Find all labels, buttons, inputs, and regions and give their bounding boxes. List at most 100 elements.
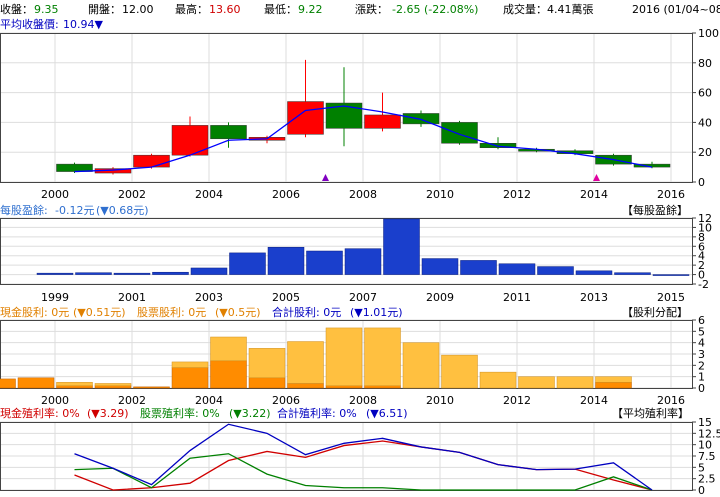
stock-dividend-bar [364, 327, 401, 386]
cash-dividend-avg: (▼0.51元) [73, 306, 126, 319]
cash-dividend-bar [94, 385, 132, 389]
header-close-label: 收盤： [0, 2, 33, 16]
header-open-label: 開盤： [88, 3, 121, 16]
candle-body [402, 113, 440, 125]
total-yield-line [74, 423, 653, 491]
yield-ytick-label: 7.5 [698, 450, 716, 463]
price-ytick-label: 100 [698, 27, 719, 40]
price-xtick-label: 2004 [195, 188, 223, 201]
stock-dividend-label: 股票股利: 0元 [137, 306, 206, 319]
cash-yield-label: 現金殖利率: 0% [0, 406, 80, 420]
eps-xtick-label: 1999 [41, 291, 69, 304]
stock-yield-label: 股票殖利率: 0% [140, 406, 220, 420]
stock-dividend-avg: (▼0.5元) [215, 306, 261, 319]
price-ytick-label: 0 [698, 176, 705, 189]
stock-dividend-bar [210, 336, 247, 362]
cash-dividend-bar [133, 386, 170, 389]
header-close-value: 9.35 [34, 3, 59, 16]
header-volume-value: 4.41萬張 [547, 3, 594, 16]
eps-bar [267, 246, 305, 275]
candle-body [210, 125, 247, 140]
stock-dividend-bar [595, 376, 632, 383]
cash-dividend-bar [325, 385, 363, 389]
candle-body [364, 114, 401, 129]
avg-close-value: 10.94▼ [63, 18, 103, 31]
candle-body [133, 154, 170, 168]
cash-dividend-bar [0, 378, 16, 389]
eps-bar [537, 266, 574, 275]
eps-bar [229, 252, 266, 275]
price-xtick-label: 2012 [503, 188, 531, 201]
cash-dividend-bar [210, 360, 247, 389]
dividend-ytick-label: 1 [698, 371, 705, 384]
stock-dividend-bar [248, 348, 286, 379]
price-xtick-label: 2014 [580, 188, 608, 201]
header-open-value: 12.00 [122, 3, 154, 16]
candle-body [287, 101, 324, 135]
avg-close-label: 平均收盤價: [0, 17, 59, 31]
header-volume-label: 成交量： [503, 2, 547, 16]
yield-ytick-label: 5 [698, 461, 705, 474]
eps-ytick-label: 10 [698, 221, 712, 234]
eps-bar [498, 263, 536, 275]
eps-tag: 【每股盈餘】 [622, 203, 688, 217]
header-high-value: 13.60 [209, 3, 241, 16]
eps-bar [75, 272, 112, 275]
dividend-xtick-label: 2012 [503, 394, 531, 407]
price-ytick-label: 40 [698, 116, 712, 129]
dividend-xtick-label: 2010 [426, 394, 454, 407]
eps-xtick-label: 2015 [657, 291, 685, 304]
stock-dividend-bar [94, 383, 132, 386]
eps-bar [614, 272, 651, 275]
total-dividend-avg: (▼1.01元) [350, 306, 403, 319]
stock-dividend-bar [518, 376, 555, 389]
eps-bar [306, 250, 343, 275]
eps-bar [383, 218, 420, 275]
eps-xtick-label: 2001 [118, 291, 146, 304]
cash-dividend-bar [595, 382, 632, 389]
eps-xtick-label: 2009 [426, 291, 454, 304]
price-ytick-label: 60 [698, 87, 712, 100]
dividend-xtick-label: 2000 [41, 394, 69, 407]
eps-ytick-label: 6 [698, 240, 705, 253]
eps-legend-avg: (▼0.68元) [96, 204, 149, 217]
yield-panel-frame [0, 422, 693, 491]
triangle-marker [593, 174, 600, 181]
cash-dividend-bar [287, 383, 324, 389]
dividend-xtick-label: 2004 [195, 394, 223, 407]
total-dividend-label: 合計股利: 0元 [272, 305, 341, 319]
eps-ytick-label: 4 [698, 250, 705, 263]
cash-dividend-bar [17, 377, 55, 389]
eps-xtick-label: 2011 [503, 291, 531, 304]
eps-ytick-label: -2 [698, 278, 709, 291]
eps-xtick-label: 2013 [580, 291, 608, 304]
yield-ytick-label: 12.5 [698, 427, 720, 440]
header-low-value: 9.22 [298, 3, 323, 16]
yield-ytick-label: 2.5 [698, 473, 716, 486]
dividend-ytick-label: 4 [698, 337, 705, 350]
cash-dividend-label: 現金股利: 0元 [0, 305, 69, 319]
eps-xtick-label: 2003 [195, 291, 223, 304]
price-xtick-label: 2008 [349, 188, 377, 201]
cash-yield-avg: (▼3.29) [87, 407, 129, 420]
price-panel-frame [0, 33, 693, 183]
eps-bar [152, 271, 189, 275]
eps-bar [344, 248, 382, 275]
eps-bar [421, 258, 459, 275]
yield-ytick-label: 10 [698, 439, 712, 452]
stock-yield-line [74, 453, 653, 491]
stock-dividend-bar [441, 354, 478, 389]
eps-bar [113, 272, 151, 275]
dividend-ytick-label: 0 [698, 382, 705, 395]
eps-bar [460, 260, 497, 275]
eps-legend-value: -0.12元 [55, 204, 94, 217]
cash-dividend-bar [364, 385, 401, 389]
eps-xtick-label: 2007 [349, 291, 377, 304]
dividend-xtick-label: 2006 [272, 394, 300, 407]
price-xtick-label: 2000 [41, 188, 69, 201]
stock-dividend-bar [556, 376, 594, 389]
eps-panel-frame [0, 218, 693, 285]
dividend-panel-frame [0, 320, 693, 389]
dividend-xtick-label: 2002 [118, 394, 146, 407]
